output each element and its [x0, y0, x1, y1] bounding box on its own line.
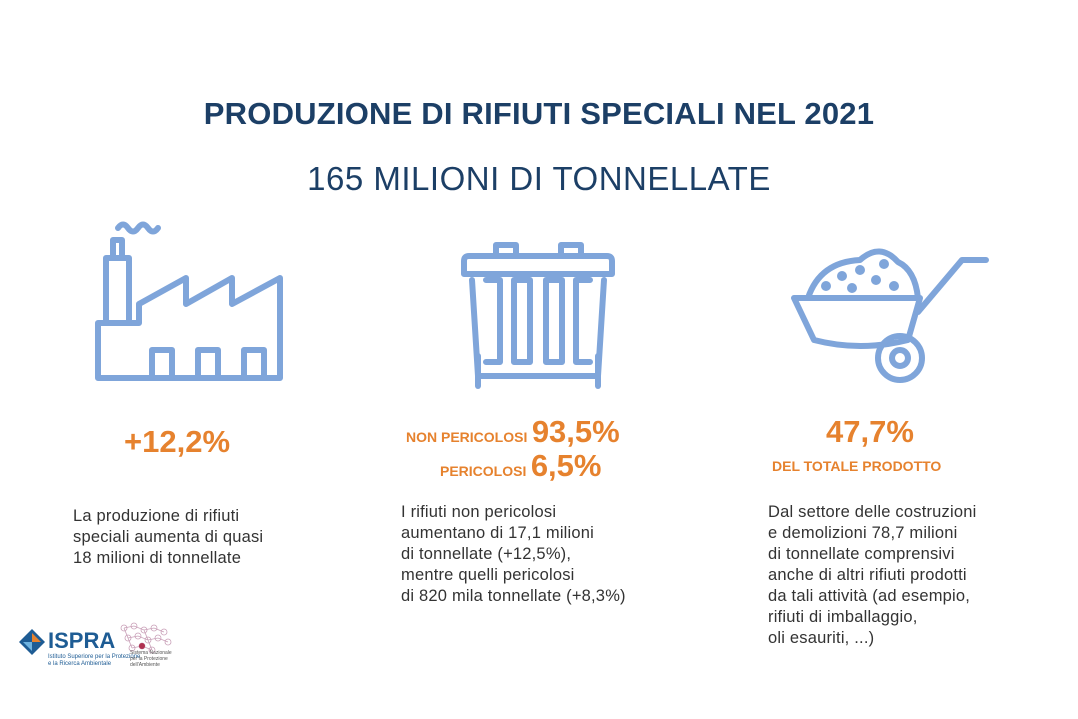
factory-icon	[95, 221, 283, 381]
construction-stat: 47,7%	[826, 414, 914, 449]
container-description: I rifiuti non pericolosi aumentano di 17…	[401, 503, 626, 605]
snpa-logo-icon	[120, 622, 172, 654]
factory-stat: +12,2%	[124, 424, 231, 459]
snpa-logo-subtitle: Sistema Nazionale per la Protezione dell…	[130, 650, 172, 668]
wheelbarrow-icon	[791, 248, 989, 383]
construction-description: Dal settore delle costruzioni e demolizi…	[768, 503, 977, 647]
hazardous-stat: PERICOLOSI 6,5%	[440, 448, 602, 483]
ispra-logo-subtitle: Istituto Superiore per la Protezione e l…	[48, 654, 141, 667]
factory-description: La produzione di rifiuti speciali aument…	[73, 507, 264, 567]
page-title: PRODUZIONE DI RIFIUTI SPECIALI NEL 2021	[203, 96, 875, 131]
construction-stat-sub: DEL TOTALE PRODOTTO	[772, 458, 942, 474]
ispra-logo: ISPRA	[48, 628, 116, 653]
page-subtitle: 165 MILIONI DI TONNELLATE	[307, 160, 771, 197]
ispra-logo-icon	[19, 629, 45, 655]
waste-container-icon	[461, 242, 615, 389]
non-hazardous-stat: NON PERICOLOSI 93,5%	[406, 414, 620, 449]
